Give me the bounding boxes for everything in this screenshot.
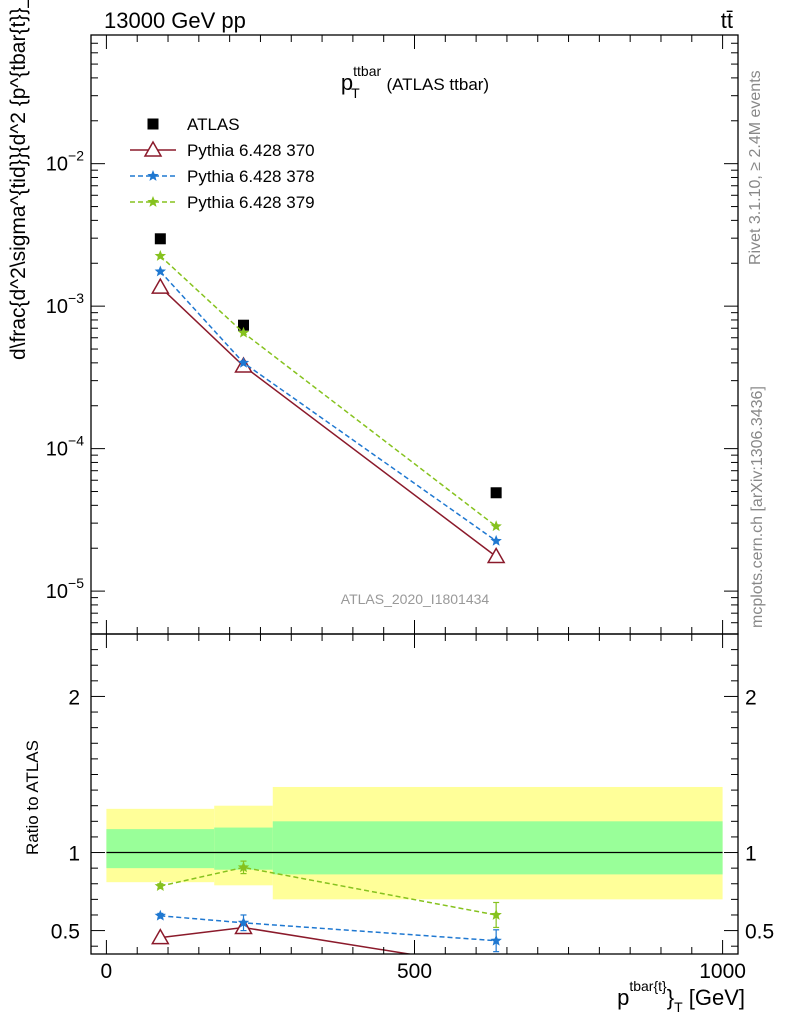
data-point-pythia-6-428-379 (154, 249, 167, 261)
main-axis-ticks (91, 34, 738, 634)
y-tick-label: 10−4 (46, 433, 84, 461)
x-tick-label: 500 (397, 960, 432, 983)
ratio-point-pythia-6-428-378 (490, 934, 502, 946)
x-tick-label: 1000 (699, 960, 746, 983)
data-point-pythia-6-428-378 (154, 265, 167, 277)
ratio-line-pythia-6-428-378 (160, 915, 497, 942)
xlabel-sup: tbar{t} (629, 978, 667, 994)
legend-marker-pythia-6-428-378 (147, 170, 159, 181)
ratio-panel: 0.5 0.5 1 1 2 2 0 500 1000 Ratio to ATLAS ptbar{… (23, 633, 774, 1015)
data-point-pythia-6-428-379 (490, 520, 502, 532)
rivet-label: Rivet 3.1.10, ≥ 2.4M events (747, 70, 764, 265)
series-atlas (154, 233, 502, 499)
ratio-axis-ticks (91, 633, 738, 954)
xlabel-rest: } (667, 985, 674, 1010)
main-plot-content (151, 233, 506, 564)
title-rest: (ATLAS ttbar) (382, 75, 489, 94)
legend-entry-pythia-6-428-378: Pythia 6.428 378 (130, 167, 315, 186)
y-tick-base: 10 (46, 296, 68, 318)
ratio-y-tick-label-left: 2 (68, 686, 80, 709)
ratio-point-pythia-6-428-370 (151, 928, 170, 945)
y-tick-base: 10 (46, 581, 68, 603)
ratio-series-group (151, 860, 504, 974)
data-point-pythia-6-428-378 (237, 356, 250, 368)
uncertainty-band (106, 829, 215, 869)
y-tick-base: 10 (46, 154, 68, 176)
legend-label-pythia-6-428-379: Pythia 6.428 379 (187, 193, 315, 212)
ratio-series-pythia-6-428-370 (151, 917, 504, 974)
ratio-y-axis-label: Ratio to ATLAS (23, 740, 42, 855)
data-point-pythia-6-428-379 (237, 326, 250, 338)
y-tick-exponent: −5 (68, 575, 84, 591)
data-point-pythia-6-428-378 (490, 534, 502, 546)
y-tick-base: 10 (46, 439, 68, 461)
main-panel: 10−510−410−310−2 pttbar T (ATLAS ttbar) d… (7, 0, 739, 635)
legend-marker-pythia-6-428-379 (147, 196, 159, 207)
y-tick-exponent: −3 (68, 290, 84, 306)
xlabel-unit: [GeV] (683, 985, 745, 1010)
legend-entry-pythia-6-428-379: Pythia 6.428 379 (130, 193, 315, 212)
title-main: p (341, 70, 353, 95)
analysis-watermark: ATLAS_2020_I1801434 (341, 591, 490, 607)
ratio-y-tick-label-right: 0.5 (745, 921, 774, 944)
ratio-point-pythia-6-428-370 (488, 960, 504, 974)
ratio-plot-content (106, 786, 723, 974)
ratio-y-tick-label-left: 1 (68, 843, 80, 866)
ratio-point-pythia-6-428-378 (154, 909, 167, 921)
ratio-line-pythia-6-428-379 (160, 866, 497, 916)
main-y-tick-labels: 10−510−410−310−2 (46, 148, 84, 603)
ratio-tick-labels: 0.5 0.5 1 1 2 2 0 500 1000 (51, 686, 774, 983)
legend-entry-pythia-6-428-370: Pythia 6.428 370 (130, 140, 315, 160)
title-sub: T (351, 85, 360, 101)
series-line-pythia-6-428-379 (159, 255, 497, 527)
ratio-y-tick-label-right: 1 (745, 843, 757, 866)
legend-entry-atlas: ATLAS (147, 115, 240, 134)
ratio-point-pythia-6-428-379 (237, 861, 250, 873)
mcplots-label: mcplots.cern.ch [arXiv:1306.3436] (749, 386, 766, 628)
data-point-atlas (238, 319, 250, 331)
legend-marker-atlas (147, 118, 159, 130)
xlabel-main: p (617, 985, 629, 1010)
ratio-point-pythia-6-428-378 (237, 916, 250, 928)
legend-marker-pythia-6-428-370 (143, 140, 163, 157)
ratio-y-tick-label-left: 0.5 (51, 921, 80, 944)
main-title: pttbar T (ATLAS ttbar) (341, 63, 489, 101)
y-tick-label: 10−5 (46, 575, 84, 603)
ratio-y-tick-label-right: 2 (745, 686, 757, 709)
data-point-atlas (154, 233, 166, 245)
series-pythia-6-428-378 (154, 265, 502, 546)
series-pythia-6-428-379 (154, 249, 502, 532)
header-right: tt̄ (721, 8, 733, 33)
x-axis-label: ptbar{t}}T [GeV] (617, 978, 745, 1015)
y-tick-label: 10−2 (46, 148, 84, 176)
y-tick-label: 10−3 (46, 290, 84, 318)
series-line-pythia-6-428-378 (159, 270, 497, 542)
main-y-axis-label: d\frac{d^2\sigma^{tid}}{d^2 {p^{tbar{t}}… (7, 0, 30, 360)
x-tick-label: 0 (101, 960, 113, 983)
y-tick-exponent: −4 (68, 433, 84, 449)
header-left: 13000 GeV pp (104, 8, 246, 33)
legend-label-pythia-6-428-378: Pythia 6.428 378 (187, 167, 315, 186)
legend-label-pythia-6-428-370: Pythia 6.428 370 (187, 141, 315, 160)
y-tick-exponent: −2 (68, 148, 84, 164)
data-point-pythia-6-428-370 (486, 546, 506, 564)
xlabel-sub: T (674, 999, 683, 1015)
ratio-point-pythia-6-428-379 (490, 908, 502, 920)
ratio-series-pythia-6-428-378 (154, 909, 502, 953)
data-point-pythia-6-428-370 (151, 277, 170, 294)
ratio-point-pythia-6-428-379 (154, 880, 167, 891)
uncertainty-band (272, 821, 723, 875)
legend-label-atlas: ATLAS (187, 115, 240, 134)
title-sup: ttbar (353, 63, 381, 79)
ratio-series-pythia-6-428-379 (154, 860, 502, 929)
legend: ATLAS Pythia 6.428 370 Pythia 6.428 378 Pyt… (130, 115, 315, 212)
data-point-atlas (490, 487, 502, 499)
